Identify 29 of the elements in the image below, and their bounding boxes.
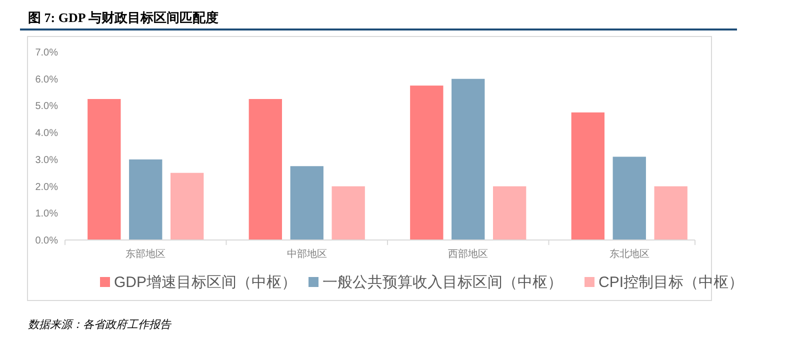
legend-label: CPI控制目标（中枢） (598, 274, 744, 291)
bar (410, 86, 444, 240)
chart-title: 图 7: GDP 与财政目标区间匹配度 (28, 10, 218, 25)
bar (248, 99, 282, 240)
y-tick-label: 7.0% (35, 48, 58, 58)
y-tick-label: 3.0% (35, 154, 58, 166)
bar (290, 166, 324, 240)
y-tick-label: 4.0% (35, 128, 58, 140)
x-tick-label: 中部地区 (286, 248, 327, 260)
bar (612, 156, 646, 240)
bar (493, 186, 526, 240)
bar (129, 159, 162, 240)
source-note: 数据来源：各省政府工作报告 (28, 318, 172, 331)
bar (88, 99, 121, 240)
y-tick-label: 6.0% (35, 74, 58, 86)
x-tick-label: 东部地区 (126, 248, 166, 260)
bar (452, 78, 485, 240)
legend-label: GDP增速目标区间（中枢） (114, 274, 297, 291)
y-tick-label: 5.0% (35, 101, 58, 112)
x-tick-label: 东北地区 (609, 248, 650, 260)
bar (571, 112, 604, 240)
legend-label: 一般公共预算收入目标区间（中枢） (322, 274, 562, 291)
bar (170, 172, 204, 240)
bar (654, 186, 688, 240)
y-tick-label: 2.0% (35, 182, 58, 193)
y-tick-label: 0.0% (35, 236, 58, 246)
bar (332, 186, 365, 240)
y-tick-label: 1.0% (35, 208, 58, 220)
x-tick-label: 西部地区 (448, 248, 488, 260)
